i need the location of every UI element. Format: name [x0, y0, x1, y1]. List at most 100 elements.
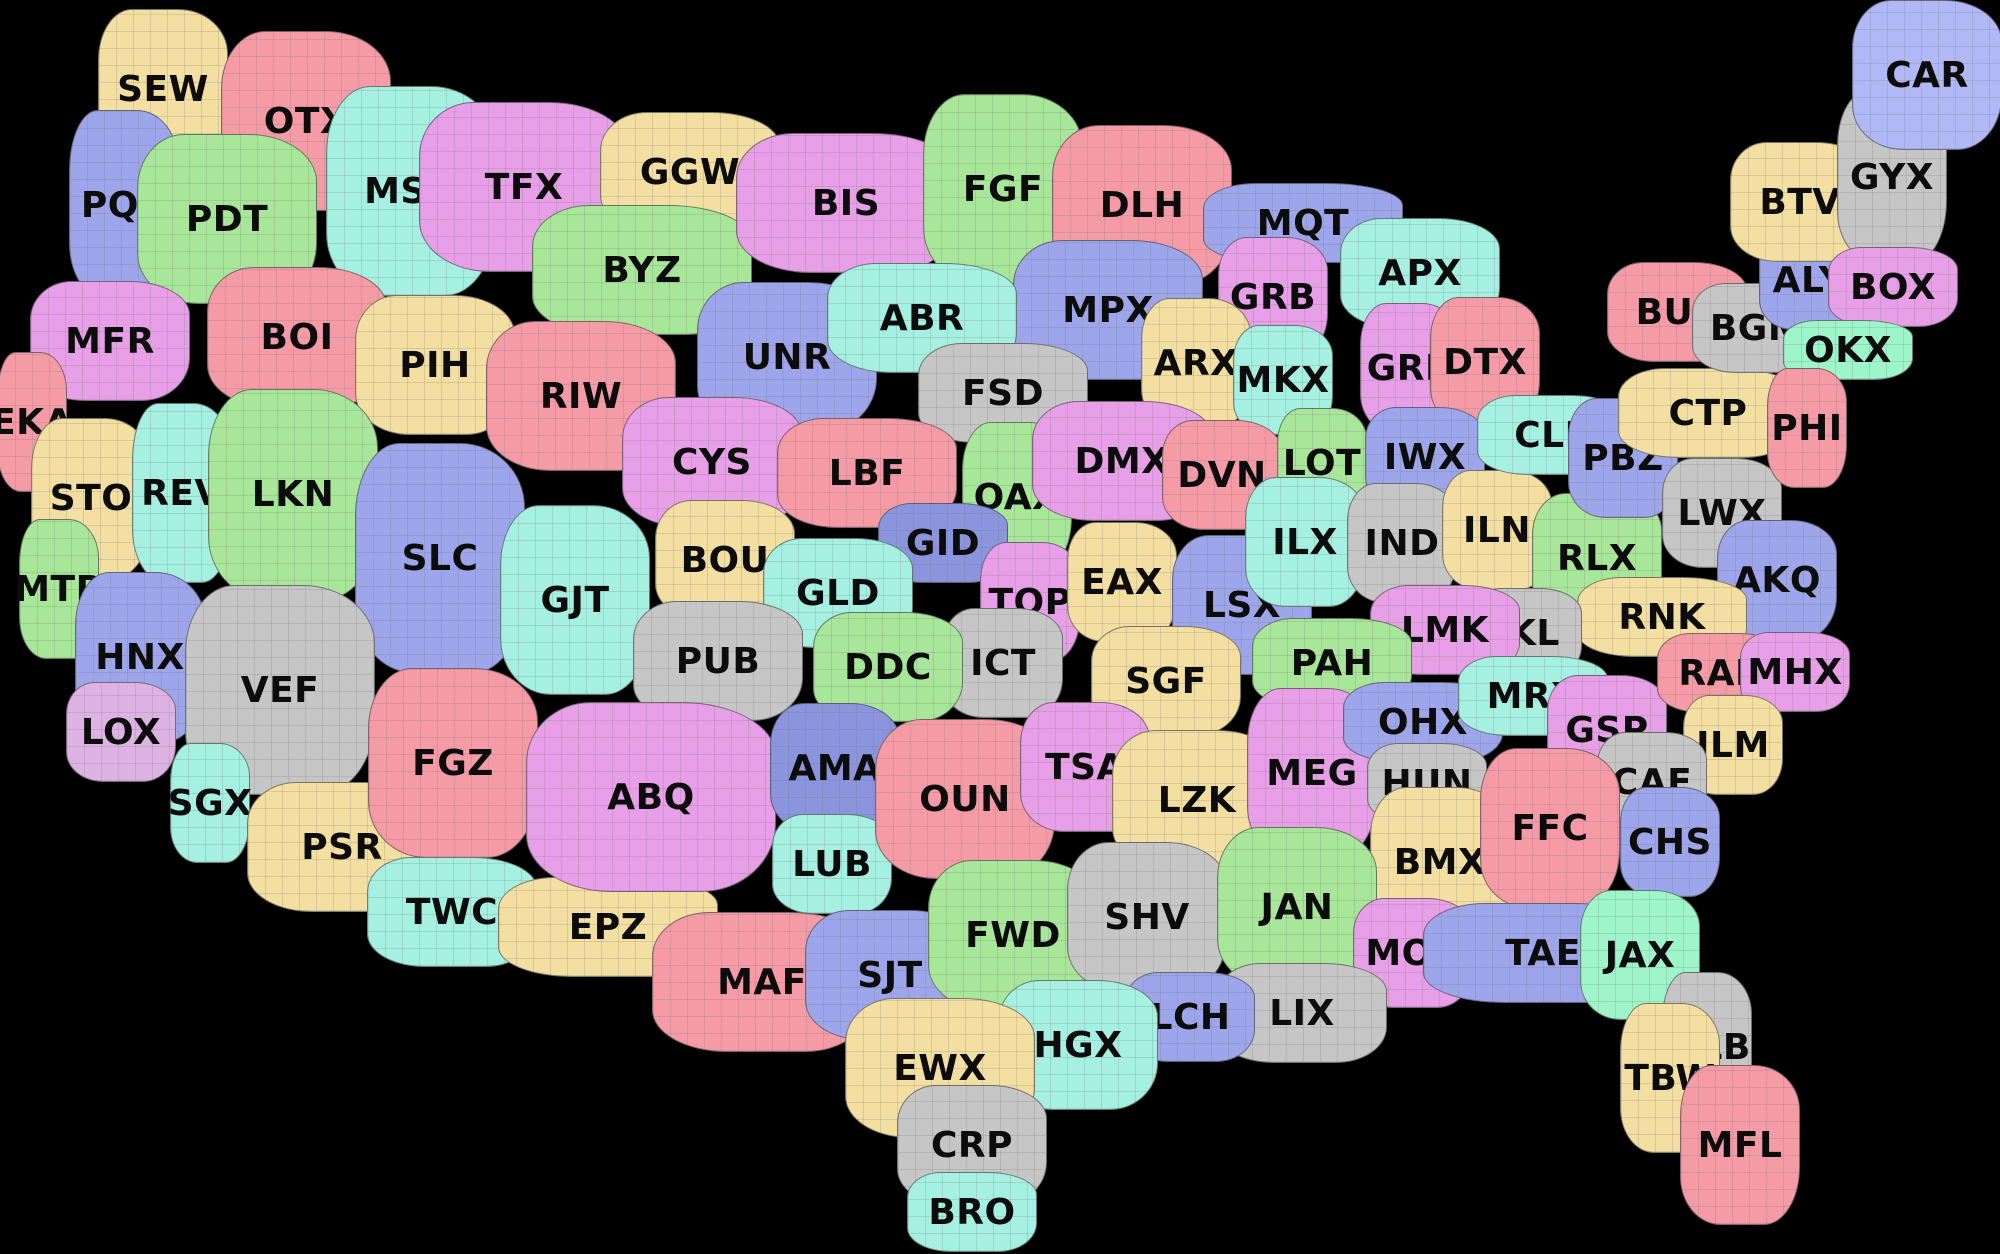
cwa-code-mkx: MKX — [1236, 359, 1330, 401]
cwa-code-okx: OKX — [1804, 329, 1892, 371]
cwa-code-meg: MEG — [1266, 752, 1358, 794]
cwa-region-shv[interactable]: SHV — [1067, 842, 1227, 992]
cwa-code-sew: SEW — [117, 68, 209, 110]
cwa-code-ewx: EWX — [893, 1047, 987, 1089]
cwa-code-lub: LUB — [792, 843, 872, 885]
cwa-code-psr: PSR — [301, 826, 383, 868]
cwa-code-lmk: LMK — [1400, 609, 1490, 651]
cwa-code-vef: VEF — [240, 669, 320, 711]
cwa-code-tae: TAE — [1505, 932, 1581, 974]
cwa-code-rnk: RNK — [1618, 596, 1706, 638]
cwa-code-ohx: OHX — [1378, 701, 1468, 743]
cwa-code-abr: ABR — [879, 297, 965, 339]
cwa-code-ggw: GGW — [639, 151, 741, 193]
cwa-code-sgf: SGF — [1125, 660, 1207, 702]
cwa-code-bis: BIS — [811, 182, 881, 224]
cwa-code-twc: TWC — [405, 891, 499, 933]
cwa-region-slc[interactable]: SLC — [355, 443, 525, 673]
cwa-code-mfr: MFR — [65, 320, 155, 362]
cwa-code-fgf: FGF — [962, 168, 1044, 210]
cwa-code-chs: CHS — [1628, 821, 1712, 863]
cwa-code-lox: LOX — [80, 711, 162, 753]
cwa-code-tfx: TFX — [484, 166, 564, 208]
cwa-code-sgx: SGX — [167, 782, 253, 824]
cwa-region-bis[interactable]: BIS — [736, 133, 956, 273]
cwa-code-maf: MAF — [717, 961, 807, 1003]
cwa-code-gid: GID — [905, 522, 981, 564]
cwa-region-chs[interactable]: CHS — [1620, 787, 1720, 897]
cwa-code-boi: BOI — [260, 316, 334, 358]
cwa-code-mhx: MHX — [1747, 651, 1843, 693]
cwa-code-ilx: ILX — [1272, 521, 1338, 563]
cwa-code-btv: BTV — [1759, 181, 1841, 223]
cwa-code-gjt: GJT — [540, 579, 610, 621]
cwa-code-car: CAR — [1885, 54, 1969, 96]
cwa-code-gld: GLD — [796, 572, 880, 614]
cwa-region-mfl[interactable]: MFL — [1680, 1065, 1800, 1225]
cwa-code-fgz: FGZ — [412, 742, 494, 784]
cwa-code-mpx: MPX — [1062, 289, 1154, 331]
cwa-code-bro: BRO — [928, 1191, 1016, 1233]
cwa-code-crp: CRP — [930, 1124, 1014, 1166]
cwa-code-ict: ICT — [970, 642, 1036, 684]
cwa-code-bmx: BMX — [1393, 841, 1487, 883]
cwa-code-ctp: CTP — [1668, 392, 1748, 434]
cwa-code-sto: STO — [49, 477, 133, 519]
cwa-code-oun: OUN — [919, 778, 1011, 820]
cwa-region-eax[interactable]: EAX — [1067, 522, 1177, 642]
cwa-code-rlx: RLX — [1557, 537, 1637, 579]
cwa-code-lch: LCH — [1149, 996, 1231, 1038]
cwa-region-ict[interactable]: ICT — [943, 608, 1063, 718]
cwa-code-riw: RIW — [539, 375, 623, 417]
cwa-region-phi[interactable]: PHI — [1767, 368, 1847, 488]
cwa-code-cys: CYS — [672, 441, 752, 483]
cwa-code-slc: SLC — [401, 537, 479, 579]
cwa-region-bro[interactable]: BRO — [907, 1172, 1037, 1252]
cwa-region-car[interactable]: CAR — [1852, 0, 2000, 150]
cwa-code-byz: BYZ — [602, 249, 682, 291]
cwa-code-pah: PAH — [1290, 642, 1374, 684]
cwa-region-lub[interactable]: LUB — [772, 814, 892, 914]
cwa-code-lbf: LBF — [828, 452, 906, 494]
cwa-code-dmx: DMX — [1074, 440, 1170, 482]
cwa-code-arx: ARX — [1153, 342, 1239, 384]
cwa-code-pub: PUB — [675, 640, 761, 682]
cwa-code-phi: PHI — [1771, 407, 1843, 449]
cwa-region-lkn[interactable]: LKN — [208, 389, 378, 599]
cwa-code-jax: JAX — [1604, 934, 1676, 976]
cwa-code-hgx: HGX — [1033, 1024, 1123, 1066]
cwa-code-apx: APX — [1378, 252, 1462, 294]
cwa-code-box: BOX — [1849, 266, 1936, 308]
cwa-code-gyx: GYX — [1849, 156, 1935, 198]
cwa-region-sgx[interactable]: SGX — [167, 743, 253, 863]
cwa-code-akq: AKQ — [1733, 559, 1821, 601]
cwa-region-pub[interactable]: PUB — [633, 601, 803, 721]
cwa-region-riw[interactable]: RIW — [486, 321, 676, 471]
cwa-code-unr: UNR — [742, 336, 832, 378]
cwa-code-ilm: ILM — [1696, 724, 1770, 766]
cwa-code-bou: BOU — [680, 539, 770, 581]
cwa-code-hnx: HNX — [95, 636, 185, 678]
cwa-code-epz: EPZ — [568, 906, 648, 948]
cwa-code-ddc: DDC — [844, 646, 932, 688]
cwa-code-iln: ILN — [1463, 509, 1531, 551]
cwa-code-mfl: MFL — [1697, 1124, 1783, 1166]
cwa-code-fwd: FWD — [965, 914, 1061, 956]
cwa-region-fgz[interactable]: FGZ — [368, 668, 538, 858]
cwa-code-ind: IND — [1364, 522, 1440, 564]
cwa-code-shv: SHV — [1104, 896, 1190, 938]
cwa-code-lkn: LKN — [251, 473, 335, 515]
cwa-region-jan[interactable]: JAN — [1217, 827, 1377, 987]
cwa-region-akq[interactable]: AKQ — [1717, 520, 1837, 640]
cwa-code-lix: LIX — [1269, 992, 1335, 1034]
cwa-region-box[interactable]: BOX — [1828, 247, 1958, 327]
cwa-region-gjt[interactable]: GJT — [500, 505, 650, 695]
cwa-region-ffc[interactable]: FFC — [1480, 748, 1620, 908]
cwa-region-abq[interactable]: ABQ — [526, 702, 776, 892]
cwa-code-sjt: SJT — [857, 954, 923, 996]
cwa-code-abq: ABQ — [607, 776, 695, 818]
cwa-code-iwx: IWX — [1383, 436, 1467, 478]
cwa-region-lox[interactable]: LOX — [66, 682, 176, 782]
cwa-code-pdt: PDT — [185, 198, 269, 240]
